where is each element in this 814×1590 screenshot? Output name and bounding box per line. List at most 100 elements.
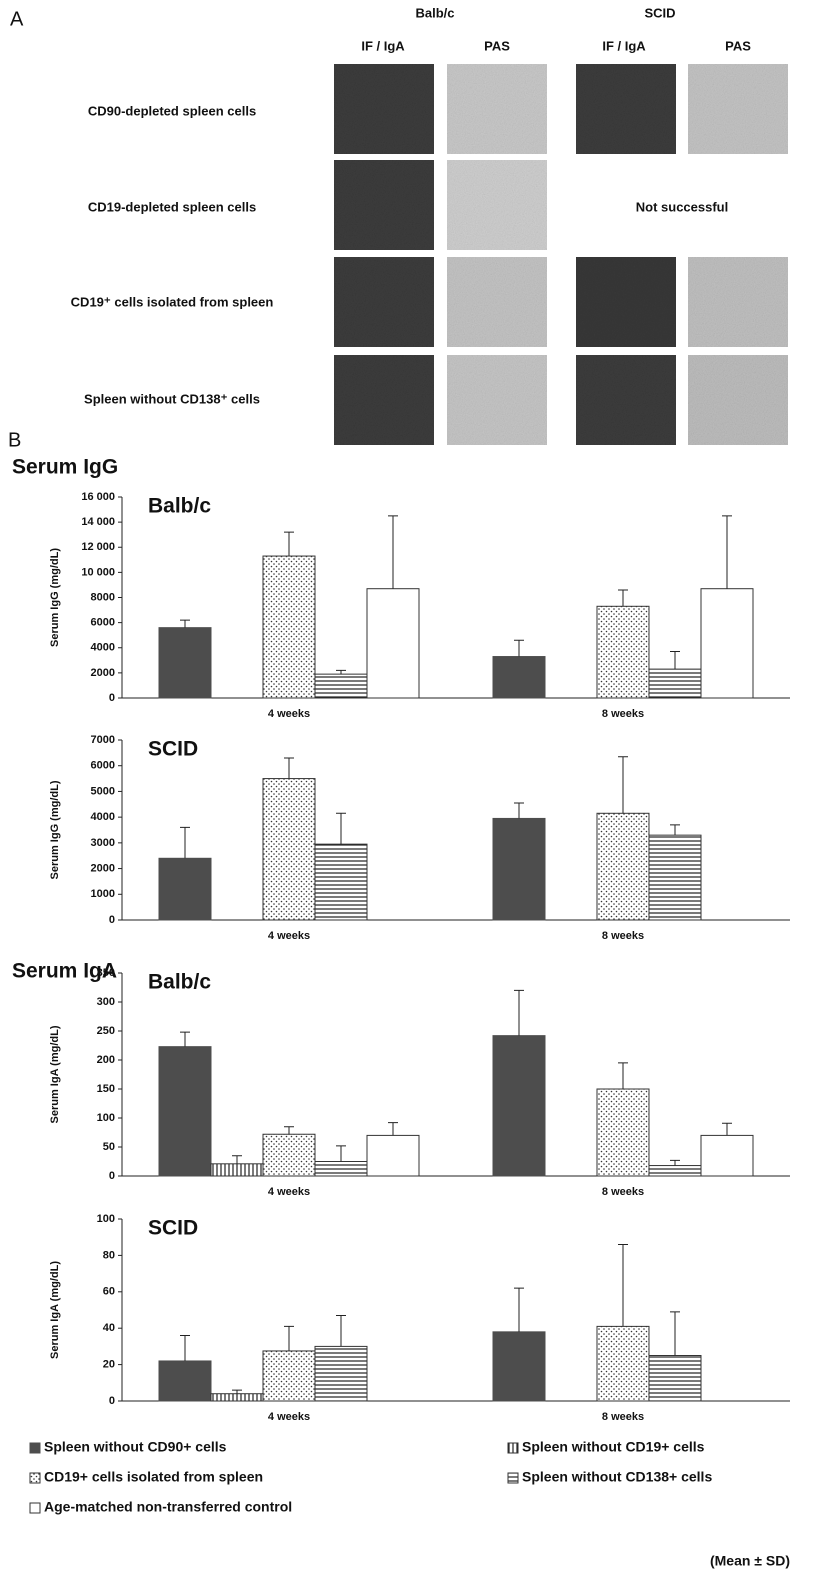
- y-tick-label: 60: [103, 1286, 115, 1298]
- panel-label: A: [10, 8, 24, 30]
- x-tick-label: 4 weeks: [268, 1411, 310, 1423]
- y-tick-label: 5000: [91, 785, 115, 797]
- if-image: [334, 160, 434, 250]
- group-header: Balb/c: [415, 5, 454, 20]
- error-bar: [618, 1063, 628, 1089]
- error-bar: [670, 1312, 680, 1356]
- x-tick-label: 8 weeks: [602, 930, 644, 942]
- y-tick-label: 50: [103, 1141, 115, 1153]
- error-bar: [388, 516, 398, 589]
- pas-image: [447, 257, 547, 347]
- y-tick-label: 150: [97, 1083, 115, 1095]
- bar: [597, 606, 649, 698]
- error-bar: [180, 827, 190, 858]
- y-tick-label: 80: [103, 1249, 115, 1261]
- row-label: CD90-depleted spleen cells: [88, 103, 256, 118]
- error-bar: [180, 620, 190, 628]
- error-bar: [722, 516, 732, 589]
- error-bar: [514, 803, 524, 818]
- error-bar: [514, 1288, 524, 1332]
- row-label: Spleen without CD138⁺ cells: [84, 391, 260, 406]
- legend-label: Spleen without CD90+ cells: [44, 1439, 227, 1455]
- y-axis-label: Serum IgA (mg/dL): [49, 1261, 61, 1359]
- bar: [211, 1164, 263, 1176]
- y-tick-label: 7000: [91, 734, 115, 746]
- bar: [649, 1356, 701, 1402]
- column-header: IF / IgA: [361, 38, 405, 53]
- error-bar: [670, 1160, 680, 1165]
- pas-image: [688, 64, 788, 154]
- error-bar: [336, 1146, 346, 1162]
- bar: [315, 844, 367, 920]
- legend-swatch: [30, 1443, 40, 1453]
- figure: A Balb/c SCID IF / IgA PAS IF / IgA PAS …: [0, 0, 814, 1590]
- error-bar: [618, 590, 628, 606]
- legend-label: Age-matched non-transferred control: [44, 1499, 292, 1515]
- y-tick-label: 14 000: [81, 516, 115, 528]
- chart-title: SCID: [148, 738, 198, 761]
- y-tick-label: 4000: [91, 811, 115, 823]
- y-tick-label: 6000: [91, 617, 115, 629]
- y-axis-label: Serum IgG (mg/dL): [49, 780, 61, 879]
- column-header: IF / IgA: [602, 38, 646, 53]
- pas-image: [447, 160, 547, 250]
- legend-label: CD19+ cells isolated from spleen: [44, 1469, 263, 1485]
- if-image: [576, 64, 676, 154]
- pas-image: [447, 355, 547, 445]
- error-bar: [514, 990, 524, 1035]
- x-tick-label: 4 weeks: [268, 708, 310, 720]
- group-header: SCID: [644, 5, 675, 20]
- bar: [701, 589, 753, 698]
- y-tick-label: 16 000: [81, 491, 115, 503]
- error-bar: [722, 1123, 732, 1135]
- error-bar: [284, 1127, 294, 1135]
- y-tick-label: 0: [109, 1170, 115, 1182]
- legend-label: Spleen without CD19+ cells: [522, 1439, 705, 1455]
- error-bar: [232, 1390, 242, 1394]
- x-tick-label: 4 weeks: [268, 930, 310, 942]
- y-tick-label: 10 000: [81, 566, 115, 578]
- pas-image: [688, 355, 788, 445]
- bar: [159, 1047, 211, 1176]
- row-label: CD19-depleted spleen cells: [88, 199, 256, 214]
- bar: [649, 835, 701, 920]
- error-bar: [618, 757, 628, 814]
- if-image: [576, 257, 676, 347]
- bar: [701, 1135, 753, 1176]
- bar: [493, 818, 545, 920]
- if-image: [334, 64, 434, 154]
- pas-image: [447, 64, 547, 154]
- y-tick-label: 300: [97, 996, 115, 1008]
- y-tick-label: 12 000: [81, 541, 115, 553]
- bar: [263, 556, 315, 698]
- y-tick-label: 0: [109, 1395, 115, 1407]
- bar: [649, 669, 701, 698]
- error-bar: [284, 758, 294, 779]
- chart-title: Balb/c: [148, 495, 211, 518]
- legend-swatch: [508, 1473, 518, 1483]
- y-tick-label: 3000: [91, 837, 115, 849]
- chart-title: SCID: [148, 1217, 198, 1240]
- y-tick-label: 350: [97, 967, 115, 979]
- x-tick-label: 8 weeks: [602, 1411, 644, 1423]
- legend-label: Spleen without CD138+ cells: [522, 1469, 712, 1485]
- y-tick-label: 8000: [91, 591, 115, 603]
- error-bar: [336, 813, 346, 844]
- error-bar: [180, 1335, 190, 1360]
- bar: [263, 779, 315, 920]
- error-bar: [336, 1315, 346, 1346]
- panel-label: B: [8, 429, 21, 451]
- y-axis-label: Serum IgG (mg/dL): [49, 548, 61, 647]
- error-bar: [284, 532, 294, 556]
- bar: [597, 813, 649, 920]
- x-tick-label: 8 weeks: [602, 1186, 644, 1198]
- bar: [493, 657, 545, 698]
- bar: [315, 674, 367, 698]
- column-header: PAS: [725, 38, 751, 53]
- note: Not successful: [636, 199, 728, 214]
- bar: [597, 1326, 649, 1401]
- bar: [159, 628, 211, 698]
- bar: [493, 1036, 545, 1176]
- y-tick-label: 250: [97, 1025, 115, 1037]
- error-bar: [670, 825, 680, 835]
